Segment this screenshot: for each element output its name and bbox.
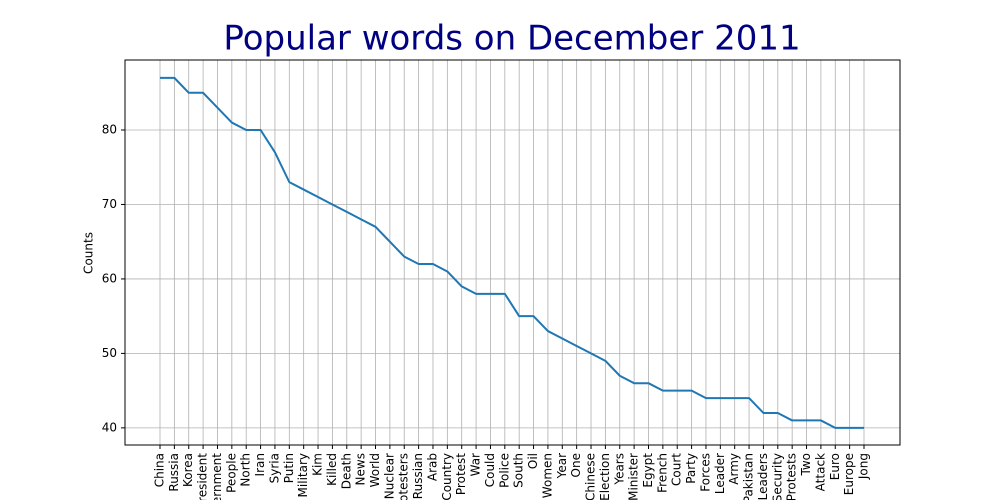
x-tick-label: French: [655, 453, 669, 493]
x-tick-label: Leader: [713, 453, 727, 494]
x-tick-label: Death: [339, 453, 353, 489]
x-tick-label: Pakistan: [742, 453, 756, 500]
x-tick-label: China: [153, 453, 167, 487]
x-tick-label: Two: [799, 453, 813, 477]
x-tick-label: War: [469, 453, 483, 476]
x-tick-label: Court: [670, 453, 684, 486]
x-tick-label: Year: [555, 453, 569, 479]
x-tick-label: President: [196, 453, 210, 500]
x-tick-label: Minister: [627, 453, 641, 500]
x-tick-label: Russia: [167, 453, 181, 492]
x-tick-label: News: [354, 453, 368, 485]
x-tick-label: Killed: [325, 453, 339, 486]
x-tick-label: Police: [497, 453, 511, 488]
plot-frame: [124, 59, 901, 446]
x-tick-label: Election: [598, 453, 612, 500]
x-tick-label: Protesters: [397, 453, 411, 500]
x-tick-label: Leaders: [756, 453, 770, 500]
x-tick-label: Party: [684, 453, 698, 484]
x-tick-label: Chinese: [584, 453, 598, 500]
x-tick-label: South: [512, 453, 526, 488]
x-tick-label: Protests: [785, 453, 799, 500]
x-tick-label: Government: [210, 453, 224, 500]
x-tick-label: Egypt: [641, 453, 655, 488]
x-tick-label: Country: [440, 453, 454, 500]
x-tick-label: Europe: [842, 453, 856, 495]
x-tick-label: Jong: [857, 453, 871, 480]
x-tick-label: Kim: [311, 453, 325, 476]
x-tick-label: Nuclear: [382, 453, 396, 499]
x-tick-label: Putin: [282, 453, 296, 483]
x-tick-label: Arab: [425, 453, 439, 481]
x-tick-label: Could: [483, 453, 497, 487]
x-tick-label: Security: [770, 453, 784, 500]
x-tick-label: Oil: [526, 453, 540, 469]
x-tick-label: Years: [612, 453, 626, 486]
x-tick-label: Forces: [698, 453, 712, 492]
x-tick-label: Iran: [253, 453, 267, 476]
y-tick-label: 70: [102, 197, 117, 211]
x-tick-label: World: [368, 453, 382, 487]
x-tick-label: Women: [540, 453, 554, 498]
x-tick-label: One: [569, 453, 583, 477]
x-tick-label: Russian: [411, 453, 425, 499]
x-tick-label: Protest: [454, 453, 468, 495]
x-tick-label: Attack: [813, 453, 827, 491]
x-tick-label: Euro: [828, 453, 842, 480]
y-tick-label: 80: [102, 123, 117, 137]
x-tick-label: Syria: [267, 453, 281, 483]
x-tick-label: Army: [727, 453, 741, 485]
chart-title: Popular words on December 2011: [223, 19, 800, 59]
x-tick-label: North: [239, 453, 253, 487]
x-tick-label: Korea: [181, 453, 195, 487]
x-tick-label: Military: [296, 453, 310, 497]
y-tick-label: 40: [102, 420, 117, 434]
x-tick-label: People: [224, 453, 238, 493]
line: [160, 76, 864, 429]
y-axis-label: Counts: [82, 232, 96, 274]
y-tick-label: 60: [102, 271, 117, 285]
y-tick-label: 50: [102, 346, 117, 360]
